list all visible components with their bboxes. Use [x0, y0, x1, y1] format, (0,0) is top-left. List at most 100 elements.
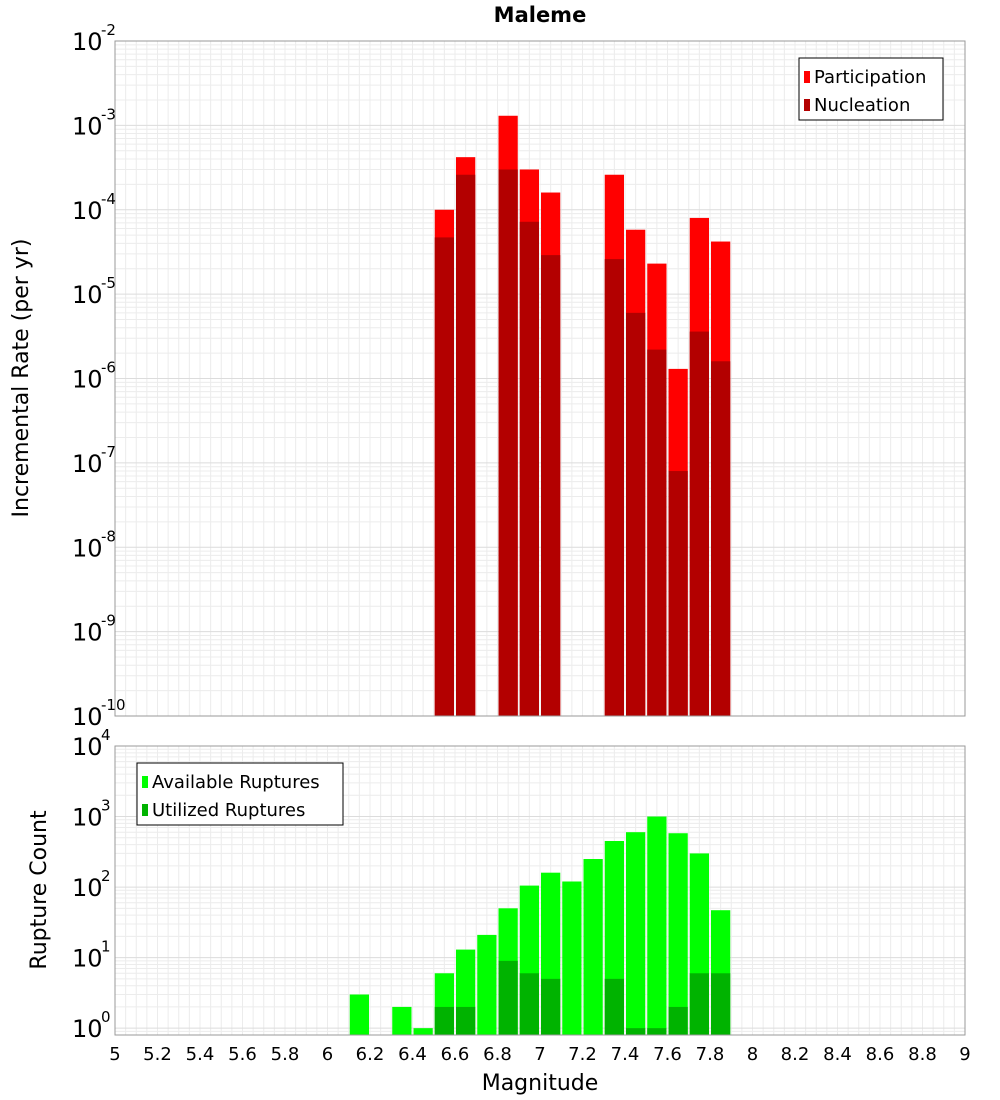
utilized-ruptures-bar [647, 1028, 667, 1035]
utilized-ruptures-bar [711, 973, 731, 1035]
available-ruptures-bar [626, 832, 646, 1035]
y-tick-exponent: 0 [101, 1008, 111, 1026]
x-tick-label: 6.6 [441, 1044, 470, 1065]
count-axis-label: Rupture Count [27, 810, 52, 970]
x-tick-label: 5 [109, 1044, 120, 1065]
available-ruptures-bar [562, 881, 582, 1035]
nucleation-bar [647, 349, 667, 716]
utilized-ruptures-bar [456, 1006, 476, 1035]
x-tick-label: 8.8 [908, 1044, 937, 1065]
chart-title: Maleme [494, 3, 587, 27]
legend-box [798, 57, 944, 121]
y-tick-exponent: -7 [101, 443, 116, 461]
y-tick-exponent: -3 [101, 105, 116, 123]
available-ruptures-bar [647, 816, 667, 1035]
nucleation-bar [456, 174, 476, 716]
y-tick-exponent: -6 [101, 359, 116, 377]
rate-axis-label: Incremental Rate (per yr) [9, 239, 34, 518]
x-tick-label: 5.6 [228, 1044, 257, 1065]
y-tick-exponent: 3 [101, 797, 111, 815]
utilized-ruptures-bar [434, 1006, 454, 1035]
y-tick-exponent: -9 [101, 612, 116, 630]
y-tick-exponent: 2 [101, 867, 111, 885]
x-tick-label: 7.2 [568, 1044, 597, 1065]
y-tick-label: 10 [72, 945, 103, 973]
nucleation-bar [498, 169, 518, 716]
x-tick-label: 5.8 [271, 1044, 300, 1065]
legend-label: Participation [814, 67, 926, 88]
y-tick-exponent: 1 [101, 938, 111, 956]
x-tick-label: 7.4 [611, 1044, 640, 1065]
available-ruptures-bar [349, 994, 369, 1035]
y-tick-exponent: -8 [101, 527, 116, 545]
rate-legend: Participation Nucleation [798, 57, 944, 121]
y-tick-label: 10 [72, 366, 103, 394]
x-tick-label: 6 [322, 1044, 333, 1065]
y-tick-label: 10 [72, 450, 103, 478]
grid [114, 40, 966, 717]
plot-frame [114, 745, 966, 1036]
available-ruptures-bar [413, 1028, 433, 1035]
utilized-ruptures-bar [498, 960, 518, 1035]
utilized-ruptures-bar [668, 1006, 688, 1035]
legend-label: Available Ruptures [152, 772, 320, 793]
x-tick-label: 9 [959, 1044, 970, 1065]
legend-swatch [142, 804, 148, 816]
utilized-ruptures-bar [519, 973, 539, 1035]
nucleation-bar [434, 237, 454, 716]
x-tick-label: 5.4 [186, 1044, 215, 1065]
y-tick-label: 10 [72, 1015, 103, 1043]
x-tick-label: 6.4 [398, 1044, 427, 1065]
plot-frame [114, 40, 966, 717]
y-tick-label: 10 [72, 112, 103, 140]
x-tick-label: 7 [534, 1044, 545, 1065]
count-legend: Available Ruptures Utilized Ruptures [136, 762, 344, 826]
x-tick-label: 7.6 [653, 1044, 682, 1065]
bars [434, 115, 731, 717]
y-tick-exponent: 4 [101, 726, 111, 744]
nucleation-bar [604, 259, 624, 716]
y-tick-label: 10 [72, 281, 103, 309]
bars [349, 816, 731, 1035]
x-tick-label: 5.2 [143, 1044, 172, 1065]
y-tick-exponent: -10 [101, 696, 126, 714]
x-tick-label: 8.2 [781, 1044, 810, 1065]
y-tick-label: 10 [72, 197, 103, 225]
legend-box [136, 762, 344, 826]
rate-panel: 10-1010-910-810-710-610-510-410-310-2Par… [72, 21, 966, 731]
magnitude-axis-label: Magnitude [482, 1071, 599, 1096]
utilized-ruptures-bar [689, 973, 709, 1035]
available-ruptures-bar [392, 1006, 412, 1035]
y-tick-exponent: -2 [101, 21, 116, 39]
nucleation-bar [626, 312, 646, 716]
nucleation-bar [711, 361, 731, 716]
y-tick-label: 10 [72, 733, 103, 761]
y-tick-exponent: -4 [101, 190, 116, 208]
y-tick-label: 10 [72, 804, 103, 832]
x-tick-label: 6.2 [356, 1044, 385, 1065]
legend-label: Nucleation [814, 95, 910, 116]
x-tick-label: 8.4 [823, 1044, 852, 1065]
legend-swatch [142, 776, 148, 788]
available-ruptures-bar [583, 859, 603, 1035]
x-tick-label: 7.8 [696, 1044, 725, 1065]
y-tick-label: 10 [72, 619, 103, 647]
x-tick-label: 8 [747, 1044, 758, 1065]
x-tick-label: 6.8 [483, 1044, 512, 1065]
utilized-ruptures-bar [541, 978, 561, 1035]
nucleation-bar [541, 255, 561, 716]
nucleation-bar [519, 221, 539, 716]
nucleation-bar [689, 331, 709, 716]
y-tick-label: 10 [72, 703, 103, 731]
y-tick-label: 10 [72, 534, 103, 562]
legend-swatch [804, 99, 810, 111]
utilized-ruptures-bar [604, 978, 624, 1035]
nucleation-bar [668, 471, 688, 716]
y-tick-label: 10 [72, 874, 103, 902]
x-tick-label: 8.6 [866, 1044, 895, 1065]
y-tick-exponent: -5 [101, 274, 116, 292]
legend-swatch [804, 71, 810, 83]
available-ruptures-bar [668, 833, 688, 1035]
